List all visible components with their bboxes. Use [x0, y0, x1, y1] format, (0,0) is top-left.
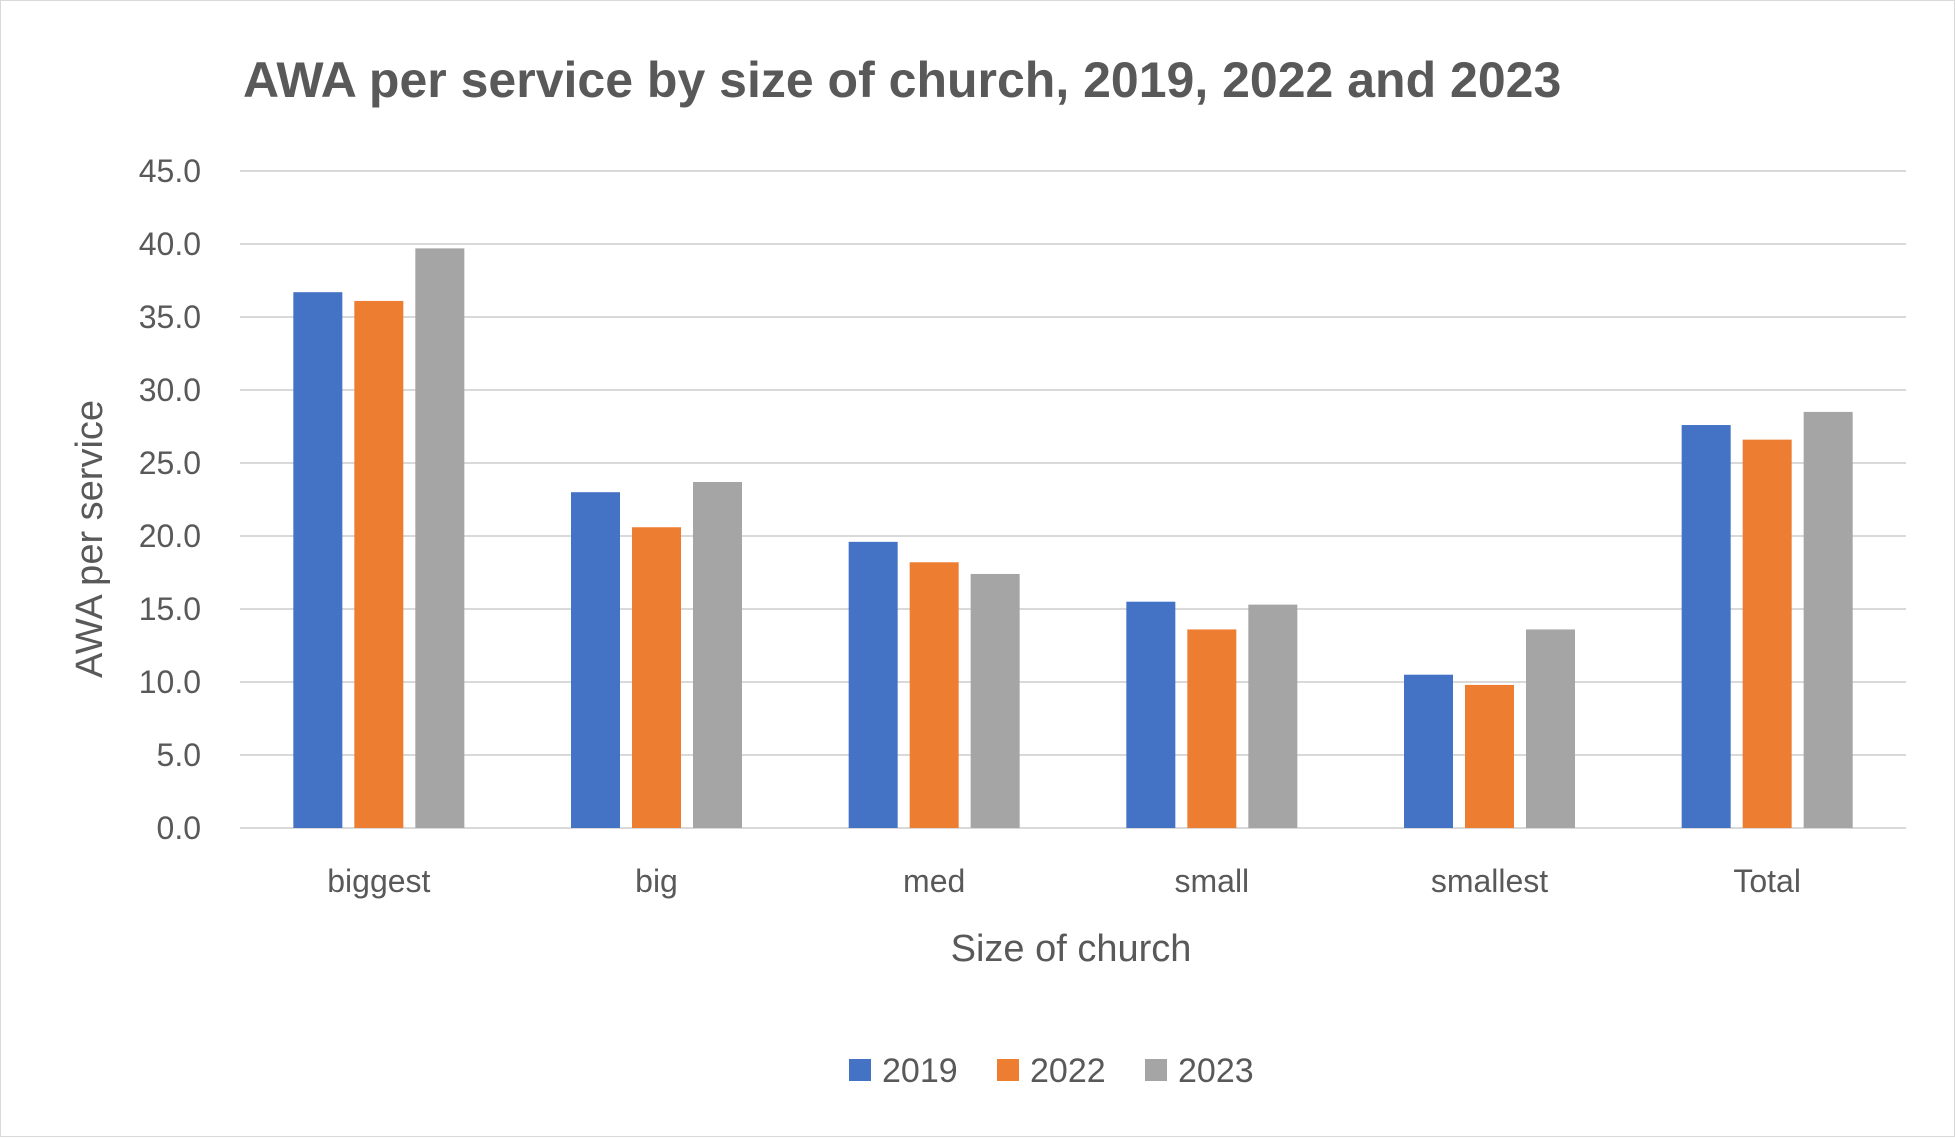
bar-2023-small	[1248, 604, 1298, 828]
y-tick-label: 25.0	[139, 445, 201, 481]
bar-2019-small	[1126, 601, 1176, 828]
y-tick-label: 10.0	[139, 664, 201, 700]
x-tick-label: biggest	[327, 863, 430, 899]
bar-2019-smallest	[1404, 674, 1453, 828]
y-tick-label: 20.0	[139, 518, 201, 554]
x-tick-label: Total	[1733, 863, 1801, 899]
bar-2022-smallest	[1465, 684, 1514, 828]
legend-swatch	[1145, 1059, 1167, 1081]
gridlines	[240, 170, 1906, 829]
y-tick-label: 30.0	[139, 372, 201, 408]
chart-title: AWA per service by size of church, 2019,…	[243, 52, 1561, 108]
x-axis-title: Size of church	[951, 928, 1192, 970]
legend-label: 2023	[1178, 1052, 1254, 1090]
bar-2022-med	[909, 562, 959, 828]
x-tick-label: med	[903, 863, 965, 899]
y-tick-label: 35.0	[139, 299, 201, 335]
bar-2019-big	[571, 492, 620, 828]
bar-2019-med	[848, 541, 898, 828]
bar-2019-Total	[1681, 425, 1731, 828]
y-axis-tick-labels: 0.0 5.0 10.0 15.0 20.0 25.0 30.0 35.0 40.0 45.0	[139, 153, 201, 846]
x-tick-label: small	[1174, 863, 1249, 899]
bar-2023-biggest	[415, 248, 465, 828]
bar-2023-big	[693, 481, 742, 828]
y-tick-label: 45.0	[139, 153, 201, 189]
legend-label: 2019	[882, 1052, 958, 1090]
x-tick-label: smallest	[1431, 863, 1548, 899]
bar-2022-Total	[1742, 439, 1792, 828]
y-tick-label: 0.0	[157, 810, 201, 846]
x-tick-label: big	[635, 863, 678, 899]
bar-2022-biggest	[354, 300, 404, 828]
bar-2022-big	[632, 527, 681, 828]
y-tick-label: 40.0	[139, 226, 201, 262]
bar-2023-med	[970, 573, 1020, 828]
y-axis-title: AWA per service	[69, 400, 111, 678]
y-tick-label: 5.0	[157, 737, 201, 773]
bar-2023-smallest	[1526, 629, 1575, 828]
bar-2019-biggest	[293, 292, 343, 828]
y-tick-label: 15.0	[139, 591, 201, 627]
bar-2022-small	[1187, 629, 1237, 828]
legend-label: 2022	[1030, 1052, 1106, 1090]
bar-2023-Total	[1803, 411, 1853, 828]
legend-swatch	[997, 1059, 1019, 1081]
legend-swatch	[849, 1059, 871, 1081]
legend: 2019 2022 2023	[849, 1052, 1254, 1090]
bars	[293, 248, 1853, 828]
x-axis-tick-labels: biggest big med small smallest Total	[327, 863, 1801, 899]
